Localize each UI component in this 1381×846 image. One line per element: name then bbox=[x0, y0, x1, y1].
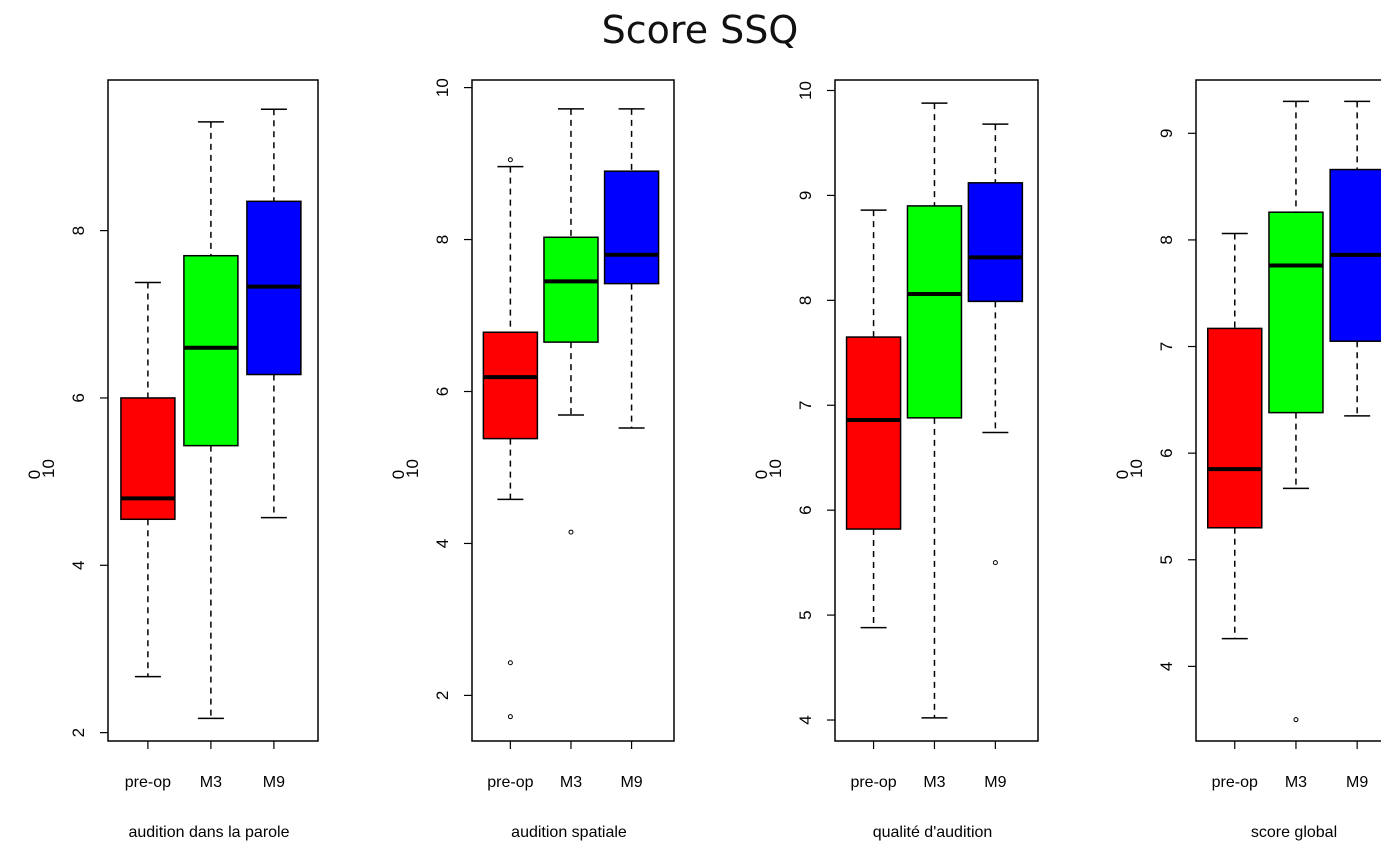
box-pre-op bbox=[120, 397, 176, 521]
y-tick-label: 5 bbox=[1157, 555, 1176, 564]
category-label: pre-op bbox=[1212, 774, 1258, 791]
box-pre-op bbox=[482, 331, 539, 440]
y-tick-label: 9 bbox=[1157, 129, 1176, 138]
outlier-point bbox=[507, 157, 513, 163]
y-axis-label: 10 bbox=[39, 459, 58, 478]
y-tick-label: 6 bbox=[796, 505, 815, 514]
box-m9 bbox=[967, 182, 1024, 303]
category-label: M3 bbox=[560, 774, 582, 791]
outlier-point bbox=[507, 714, 513, 720]
box-m3 bbox=[543, 236, 599, 343]
category-label: M3 bbox=[200, 774, 222, 791]
x-axis-label: audition dans la parole bbox=[128, 824, 289, 841]
y-tick-label: 4 bbox=[1157, 662, 1176, 671]
category-label: M3 bbox=[1285, 774, 1307, 791]
chart-title: Score SSQ bbox=[601, 8, 799, 52]
category-label: pre-op bbox=[125, 774, 171, 791]
category-label: M9 bbox=[1346, 774, 1368, 791]
category-label: pre-op bbox=[487, 774, 533, 791]
category-label: M3 bbox=[923, 774, 945, 791]
box-m3 bbox=[906, 205, 963, 419]
y-axis-label: 10 bbox=[766, 459, 785, 478]
box-m3 bbox=[1268, 211, 1324, 414]
outlier-point bbox=[1293, 717, 1299, 723]
plot-frame bbox=[107, 79, 319, 742]
y-axis-label: 0 bbox=[1113, 470, 1132, 479]
category-label: pre-op bbox=[850, 774, 896, 791]
outlier-point bbox=[992, 560, 998, 566]
y-axis-label: 0 bbox=[25, 470, 44, 479]
x-axis-label: qualité d'audition bbox=[873, 824, 993, 841]
y-tick-label: 10 bbox=[796, 81, 815, 100]
plot-frame bbox=[1195, 79, 1381, 742]
y-axis-label: 0 bbox=[752, 470, 771, 479]
y-axis-label: 10 bbox=[1127, 459, 1146, 478]
box-m3 bbox=[183, 254, 239, 447]
category-label: M9 bbox=[263, 774, 285, 791]
category-label: M9 bbox=[984, 774, 1006, 791]
y-tick-label: 8 bbox=[69, 226, 88, 235]
y-axis-label: 10 bbox=[403, 459, 422, 478]
x-axis-label: audition spatiale bbox=[511, 824, 627, 841]
y-tick-label: 4 bbox=[69, 561, 88, 570]
box-pre-op bbox=[1207, 327, 1263, 529]
plot-frame bbox=[834, 79, 1039, 742]
y-tick-label: 8 bbox=[1157, 235, 1176, 244]
y-tick-label: 6 bbox=[1157, 448, 1176, 457]
y-tick-label: 8 bbox=[433, 235, 452, 244]
y-tick-label: 5 bbox=[796, 610, 815, 619]
y-tick-label: 4 bbox=[796, 715, 815, 724]
box-pre-op bbox=[845, 336, 902, 530]
outlier-point bbox=[507, 660, 513, 666]
y-tick-label: 7 bbox=[1157, 342, 1176, 351]
y-tick-label: 2 bbox=[433, 691, 452, 700]
y-tick-label: 9 bbox=[796, 191, 815, 200]
y-tick-label: 10 bbox=[433, 78, 452, 97]
y-tick-label: 8 bbox=[796, 296, 815, 305]
y-tick-label: 7 bbox=[796, 401, 815, 410]
category-label: M9 bbox=[620, 774, 642, 791]
box-m9 bbox=[603, 170, 660, 285]
y-tick-label: 6 bbox=[433, 387, 452, 396]
plot-frame bbox=[471, 79, 675, 742]
y-tick-label: 4 bbox=[433, 539, 452, 548]
x-axis-label: score global bbox=[1251, 824, 1337, 841]
y-axis-label: 0 bbox=[389, 470, 408, 479]
y-tick-label: 2 bbox=[69, 728, 88, 737]
y-tick-label: 6 bbox=[69, 393, 88, 402]
outlier-point bbox=[568, 529, 574, 535]
